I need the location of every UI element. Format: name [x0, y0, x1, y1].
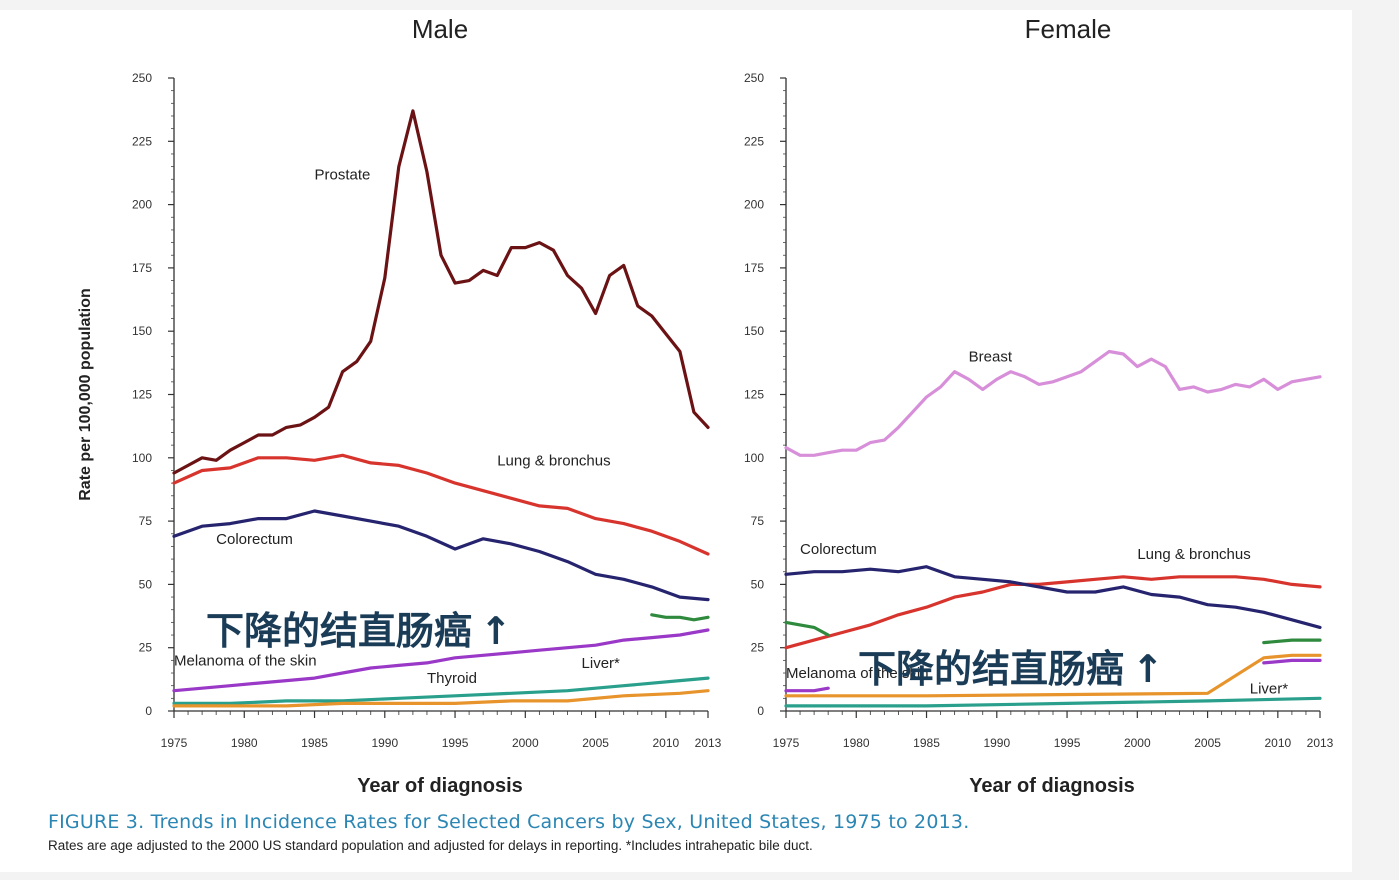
chart-0-series-label-2: Colorectum	[216, 531, 293, 548]
chart-0-y-tick-label: 175	[132, 261, 152, 275]
figure-caption-note: Rates are age adjusted to the 2000 US st…	[48, 838, 813, 853]
chart-0-y-tick-label: 100	[132, 451, 152, 465]
chart-0-x-tick-label: 1975	[161, 736, 188, 750]
chart-1-x-axis-label: Year of diagnosis	[969, 775, 1135, 797]
chart-0-y-axis-label: Rate per 100,000 population	[77, 288, 94, 501]
chart-1-y-tick-label: 75	[751, 514, 765, 528]
chart-0-x-tick-label: 1980	[231, 736, 258, 750]
chart-0-y-tick-label: 0	[145, 704, 152, 718]
chart-0-y-tick-label: 225	[132, 134, 152, 148]
chart-1-title: Female	[1025, 14, 1112, 44]
chart-1-series-label-1: Lung & bronchus	[1137, 546, 1250, 563]
chart-0-y-tick-label: 150	[132, 324, 152, 338]
chart-1-series-line-3	[784, 620, 830, 637]
chart-1-series-line-7	[1262, 658, 1322, 665]
chart-0-y-tick-label: 125	[132, 388, 152, 402]
chart-0-x-tick-label: 2005	[582, 736, 609, 750]
chart-1-x-tick-label: 1990	[983, 736, 1010, 750]
chart-0-x-tick-label: 1985	[301, 736, 328, 750]
chart-0-series-line-1	[172, 453, 710, 556]
chart-1-y-tick-label: 0	[757, 704, 764, 718]
chart-0-x-tick-label: 1995	[442, 736, 469, 750]
chart-0-x-tick-label: 2010	[652, 736, 679, 750]
chart-0-series-label-0: Prostate	[315, 166, 371, 183]
chart-1-y-tick-label: 25	[751, 641, 765, 655]
chart-1-y-tick-label: 175	[744, 261, 764, 275]
chart-0-series-line-5	[172, 676, 710, 706]
chart-1-series-label-8: Liver*	[1250, 680, 1289, 697]
figure: Male 0 25 50 75 100 125 150 175 200 225 250 1975 1980…	[0, 10, 1352, 872]
chart-1-series-label-0: Breast	[969, 349, 1013, 366]
chart-1-x-tick-label: 1980	[843, 736, 870, 750]
chart-0-series-label-1: Lung & bronchus	[497, 452, 610, 469]
overlay-text: 下降的结直肠癌	[206, 609, 473, 653]
chart-0-y-tick-label: 75	[139, 514, 153, 528]
chart-1-x-tick-label: 2005	[1194, 736, 1221, 750]
chart-0-series-line-0	[172, 109, 710, 475]
chart-0-y-tick-label: 250	[132, 71, 152, 85]
up-arrow-icon: ↑	[1132, 647, 1164, 691]
overlay-annotation-male: 下降的结直肠癌 ↑	[206, 600, 512, 655]
chart-1-series-line-2	[784, 565, 1322, 630]
chart-0-series-line-6	[172, 689, 710, 708]
chart-1-y-tick-label: 225	[744, 134, 764, 148]
chart-0-y-tick-label: 200	[132, 198, 152, 212]
chart-1-y-tick-label: 150	[744, 324, 764, 338]
chart-1-y-tick-label: 50	[751, 577, 765, 591]
chart-0-x-tick-label: 2000	[512, 736, 539, 750]
overlay-annotation-female: 下降的结直肠癌 ↑	[858, 638, 1164, 693]
chart-0-title: Male	[412, 14, 468, 44]
chart-0-y-tick-label: 50	[139, 577, 153, 591]
chart-1-series-line-4	[1262, 638, 1322, 645]
chart-1-x-tick-label: 2013	[1307, 736, 1334, 750]
chart-0-series-label-6: Thyroid	[427, 670, 477, 687]
chart-0-x-axis-label: Year of diagnosis	[357, 775, 523, 797]
chart-1-y-tick-label: 100	[744, 451, 764, 465]
chart-1-series-label-2: Colorectum	[800, 541, 877, 558]
chart-0-series-line-4	[172, 628, 710, 693]
chart-1-y-tick-label: 125	[744, 388, 764, 402]
chart-1-x-tick-label: 2010	[1264, 736, 1291, 750]
chart-1-series-line-0	[784, 349, 1322, 457]
figure-caption-title: FIGURE 3. Trends in Incidence Rates for …	[48, 811, 970, 833]
overlay-text: 下降的结直肠癌	[858, 647, 1125, 691]
chart-1-x-tick-label: 1985	[913, 736, 940, 750]
chart-1-y-tick-label: 200	[744, 198, 764, 212]
chart-1-y-tick-label: 250	[744, 71, 764, 85]
chart-1-x-tick-label: 1975	[773, 736, 800, 750]
chart-1-series-line-1	[784, 575, 1322, 650]
chart-0-series-line-2	[172, 509, 710, 602]
chart-1-x-tick-label: 2000	[1124, 736, 1151, 750]
chart-1-x-tick-label: 1995	[1054, 736, 1081, 750]
chart-1-series-label-6: Melanoma of the skin	[786, 665, 929, 682]
chart-0-series-label-4: Melanoma of the skin	[174, 652, 317, 669]
chart-1-series-line-5	[784, 653, 1322, 698]
chart-0-series-line-3	[650, 613, 710, 622]
chart-0-series-label-5: Liver*	[582, 655, 621, 672]
chart-0-y-tick-label: 25	[139, 641, 153, 655]
chart-0-x-tick-label: 1990	[371, 736, 398, 750]
chart-1-series-line-6	[784, 686, 830, 693]
up-arrow-icon: ↑	[480, 609, 512, 653]
chart-1-series-line-8	[784, 696, 1322, 708]
chart-0-x-tick-label: 2013	[695, 736, 722, 750]
